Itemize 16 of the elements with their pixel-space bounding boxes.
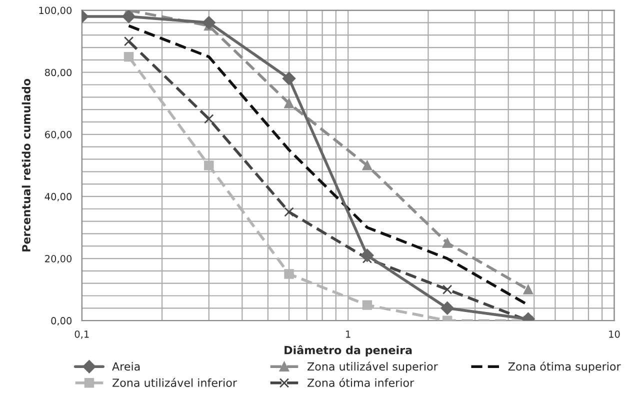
- y-tick-label: 80,00: [45, 68, 72, 78]
- y-tick-label: 0,00: [51, 317, 72, 326]
- x-tick-label: 10: [609, 330, 620, 338]
- legend-label: Zona ótima superior: [508, 362, 621, 373]
- legend-label: Zona utilizável superior: [308, 362, 438, 373]
- y-tick-label: 20,00: [45, 254, 72, 264]
- legend-label: Zona utilizável inferior: [112, 378, 238, 387]
- y-tick-label: 100,00: [39, 6, 72, 16]
- legend-label: Areia: [112, 362, 140, 371]
- y-axis-title: Percentual retido cumulado: [22, 78, 30, 252]
- x-tick-label: 0,1: [74, 330, 89, 339]
- legend-label: Zona ótima inferior: [308, 378, 414, 387]
- x-axis-title: Diâmetro da peneira: [284, 345, 412, 356]
- x-tick-label: 1: [346, 330, 350, 338]
- y-tick-label: 40,00: [44, 192, 72, 202]
- y-tick-label: 60,00: [45, 130, 72, 140]
